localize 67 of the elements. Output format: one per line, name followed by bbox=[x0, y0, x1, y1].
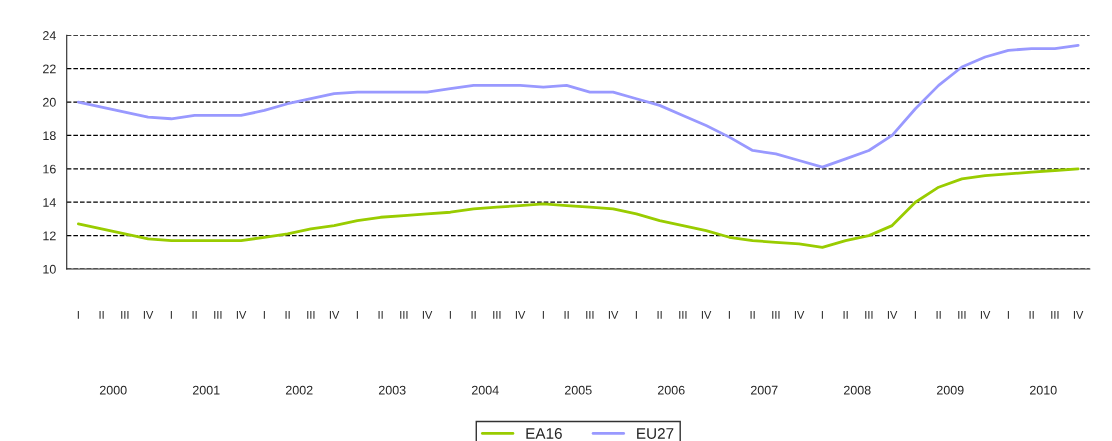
y-tick-label: 10 bbox=[43, 264, 56, 274]
x-tick-label: III bbox=[214, 311, 222, 319]
x-tick-label: I bbox=[356, 311, 358, 319]
text: 2010 bbox=[1029, 385, 1057, 395]
y-tick-label: 20 bbox=[43, 97, 56, 107]
x-tick-label: III bbox=[121, 311, 129, 319]
x-tick-label: I bbox=[635, 311, 637, 319]
legend-label: EA16 bbox=[526, 428, 562, 439]
x-tick-label: I bbox=[1007, 311, 1009, 319]
x-tick-label: IV bbox=[794, 311, 805, 319]
x-tick-label: I bbox=[821, 311, 823, 319]
y-tick-label: 22 bbox=[43, 64, 56, 74]
text: 2000 bbox=[99, 385, 127, 395]
x-tick-label: I bbox=[449, 311, 451, 319]
x-tick-label: II bbox=[192, 311, 197, 319]
x-tick-label: IV bbox=[887, 311, 898, 319]
x-tick-label: III bbox=[400, 311, 408, 319]
x-tick-label: IV bbox=[515, 311, 526, 319]
x-tick-label: III bbox=[1051, 311, 1059, 319]
x-tick-label: I bbox=[170, 311, 172, 319]
y-tick-label: 16 bbox=[43, 164, 56, 174]
x-tick-label: III bbox=[307, 311, 315, 319]
line-series bbox=[76, 43, 1080, 169]
x-tick-label: II bbox=[843, 311, 848, 319]
text: 2002 bbox=[285, 385, 313, 395]
text: 2004 bbox=[471, 385, 499, 395]
x-tick-label: I bbox=[77, 311, 79, 319]
x-tick-label: IV bbox=[608, 311, 619, 319]
x-tick-label: IV bbox=[236, 311, 247, 319]
text: 2007 bbox=[750, 385, 778, 395]
text: 2009 bbox=[936, 385, 964, 395]
x-tick-label: I bbox=[728, 311, 730, 319]
x-tick-label: IV bbox=[1073, 311, 1084, 319]
x-tick-label: III bbox=[958, 311, 966, 319]
x-tick-label: II bbox=[657, 311, 662, 319]
x-tick-label: IV bbox=[329, 311, 340, 319]
y-tick-label: 24 bbox=[43, 31, 56, 40]
x-tick-label: I bbox=[914, 311, 916, 319]
x-tick-label: IV bbox=[143, 311, 154, 319]
y-tick-label: 14 bbox=[43, 198, 56, 207]
line-series bbox=[76, 167, 1080, 249]
x-tick-label: III bbox=[493, 311, 501, 319]
x-tick-label: III bbox=[865, 311, 873, 319]
x-tick-label: II bbox=[936, 311, 941, 319]
x-tick-label: III bbox=[679, 311, 687, 319]
x-tick-label: II bbox=[378, 311, 383, 319]
x-tick-label: II bbox=[564, 311, 569, 319]
x-tick-label: II bbox=[750, 311, 755, 319]
legend-label: EU27 bbox=[637, 428, 674, 439]
x-tick-label: IV bbox=[980, 311, 991, 319]
text: 2008 bbox=[843, 385, 871, 395]
text: 2001 bbox=[192, 385, 220, 395]
x-tick-label: I bbox=[263, 311, 265, 319]
x-tick-label: II bbox=[471, 311, 476, 319]
x-tick-label: IV bbox=[422, 311, 433, 319]
x-tick-label: III bbox=[772, 311, 780, 319]
x-tick-label: III bbox=[586, 311, 594, 319]
text: 2005 bbox=[564, 385, 592, 395]
x-tick-label: II bbox=[1029, 311, 1034, 319]
x-tick-label: IV bbox=[701, 311, 712, 319]
x-tick-label: I bbox=[542, 311, 544, 319]
text: 2006 bbox=[657, 385, 685, 395]
x-tick-label: II bbox=[99, 311, 104, 319]
y-tick-label: 12 bbox=[43, 231, 56, 241]
x-tick-label: II bbox=[285, 311, 290, 319]
text: 2003 bbox=[378, 385, 406, 395]
y-tick-label: 18 bbox=[43, 131, 56, 141]
